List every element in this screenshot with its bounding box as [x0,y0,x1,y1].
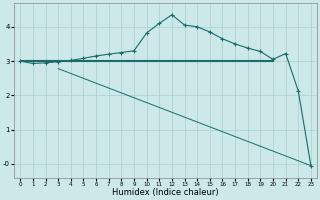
X-axis label: Humidex (Indice chaleur): Humidex (Indice chaleur) [112,188,219,197]
